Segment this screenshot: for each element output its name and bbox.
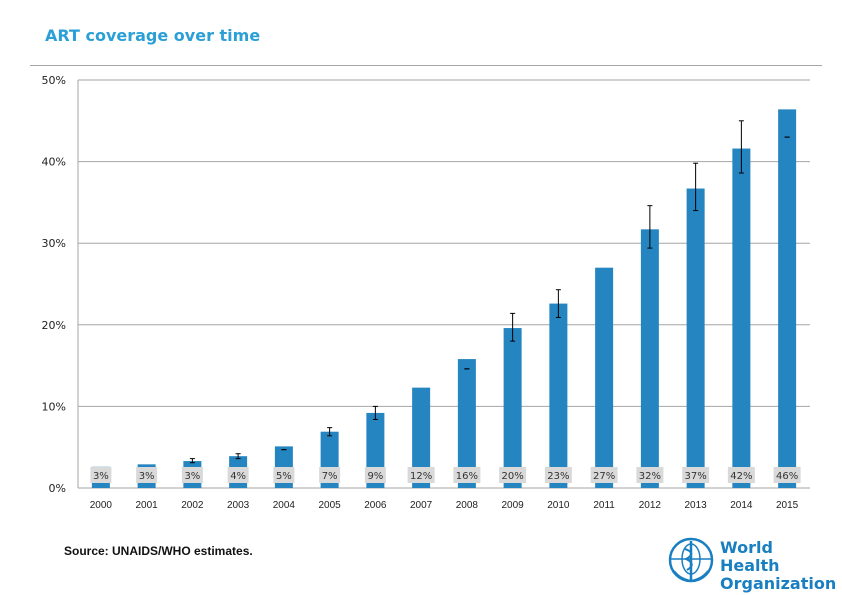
x-tick-label: 2005 — [319, 500, 342, 511]
x-tick-label: 2008 — [456, 500, 479, 511]
bar — [778, 109, 797, 488]
data-label: 46% — [776, 471, 798, 482]
data-label: 9% — [367, 471, 383, 482]
bar — [457, 359, 476, 488]
x-tick-label: 2011 — [593, 500, 615, 511]
who-wordmark-line1: World Health — [720, 538, 780, 575]
data-label: 12% — [410, 471, 432, 482]
data-label-box — [590, 467, 618, 483]
bar — [640, 229, 659, 488]
data-label: 37% — [685, 471, 707, 482]
bar — [503, 328, 522, 488]
data-label: 20% — [502, 471, 524, 482]
data-label: 4% — [230, 471, 246, 482]
data-label: 27% — [593, 471, 615, 482]
data-label-box — [499, 467, 527, 483]
data-label-box — [319, 467, 341, 483]
bar — [686, 188, 705, 488]
title-divider — [30, 65, 822, 66]
data-label-box — [453, 467, 481, 483]
data-label-box — [364, 467, 386, 483]
who-emblem-icon — [668, 537, 714, 583]
data-label-box — [273, 467, 295, 483]
data-label-box — [181, 467, 203, 483]
data-label: 3% — [93, 471, 109, 482]
y-tick-label: 30% — [42, 237, 66, 250]
y-tick-label: 0% — [49, 482, 66, 495]
data-label: 23% — [547, 471, 569, 482]
x-tick-label: 2012 — [639, 500, 662, 511]
data-label-box — [407, 467, 435, 483]
who-logo: World Health Organization — [666, 535, 836, 593]
who-wordmark-line2: Organization — [720, 574, 837, 593]
chart-title: ART coverage over time — [45, 26, 261, 45]
y-tick-label: 40% — [42, 156, 66, 169]
x-tick-label: 2003 — [227, 500, 250, 511]
data-label-box — [544, 467, 572, 483]
x-tick-label: 2001 — [136, 500, 159, 511]
y-tick-label: 10% — [42, 400, 66, 413]
x-tick-label: 2014 — [730, 500, 753, 511]
bar — [549, 303, 568, 488]
data-label-box — [136, 467, 158, 483]
data-label: 42% — [730, 471, 752, 482]
data-label: 32% — [639, 471, 661, 482]
y-tick-label: 20% — [42, 319, 66, 332]
data-label: 7% — [322, 471, 338, 482]
source-note: Source: UNAIDS/WHO estimates. — [64, 544, 253, 558]
x-tick-label: 2013 — [685, 500, 708, 511]
data-label-box — [636, 467, 664, 483]
data-label-box — [773, 467, 801, 483]
x-tick-label: 2002 — [181, 500, 204, 511]
bar — [412, 387, 431, 488]
x-tick-label: 2000 — [90, 500, 113, 511]
y-tick-label: 50% — [42, 74, 66, 87]
x-tick-label: 2007 — [410, 500, 433, 511]
x-tick-label: 2015 — [776, 500, 799, 511]
data-label-box — [727, 467, 755, 483]
data-label-box — [682, 467, 710, 483]
data-label: 3% — [184, 471, 200, 482]
x-tick-label: 2009 — [502, 500, 525, 511]
who-wordmark: World Health Organization — [720, 539, 836, 593]
data-label: 3% — [139, 471, 155, 482]
data-label: 5% — [276, 471, 292, 482]
x-tick-label: 2006 — [364, 500, 387, 511]
x-tick-label: 2004 — [273, 500, 296, 511]
data-label-box — [227, 467, 249, 483]
x-tick-label: 2010 — [547, 500, 570, 511]
bar — [732, 148, 751, 488]
bar — [595, 267, 614, 488]
data-label: 16% — [456, 471, 478, 482]
data-label-box — [90, 467, 112, 483]
